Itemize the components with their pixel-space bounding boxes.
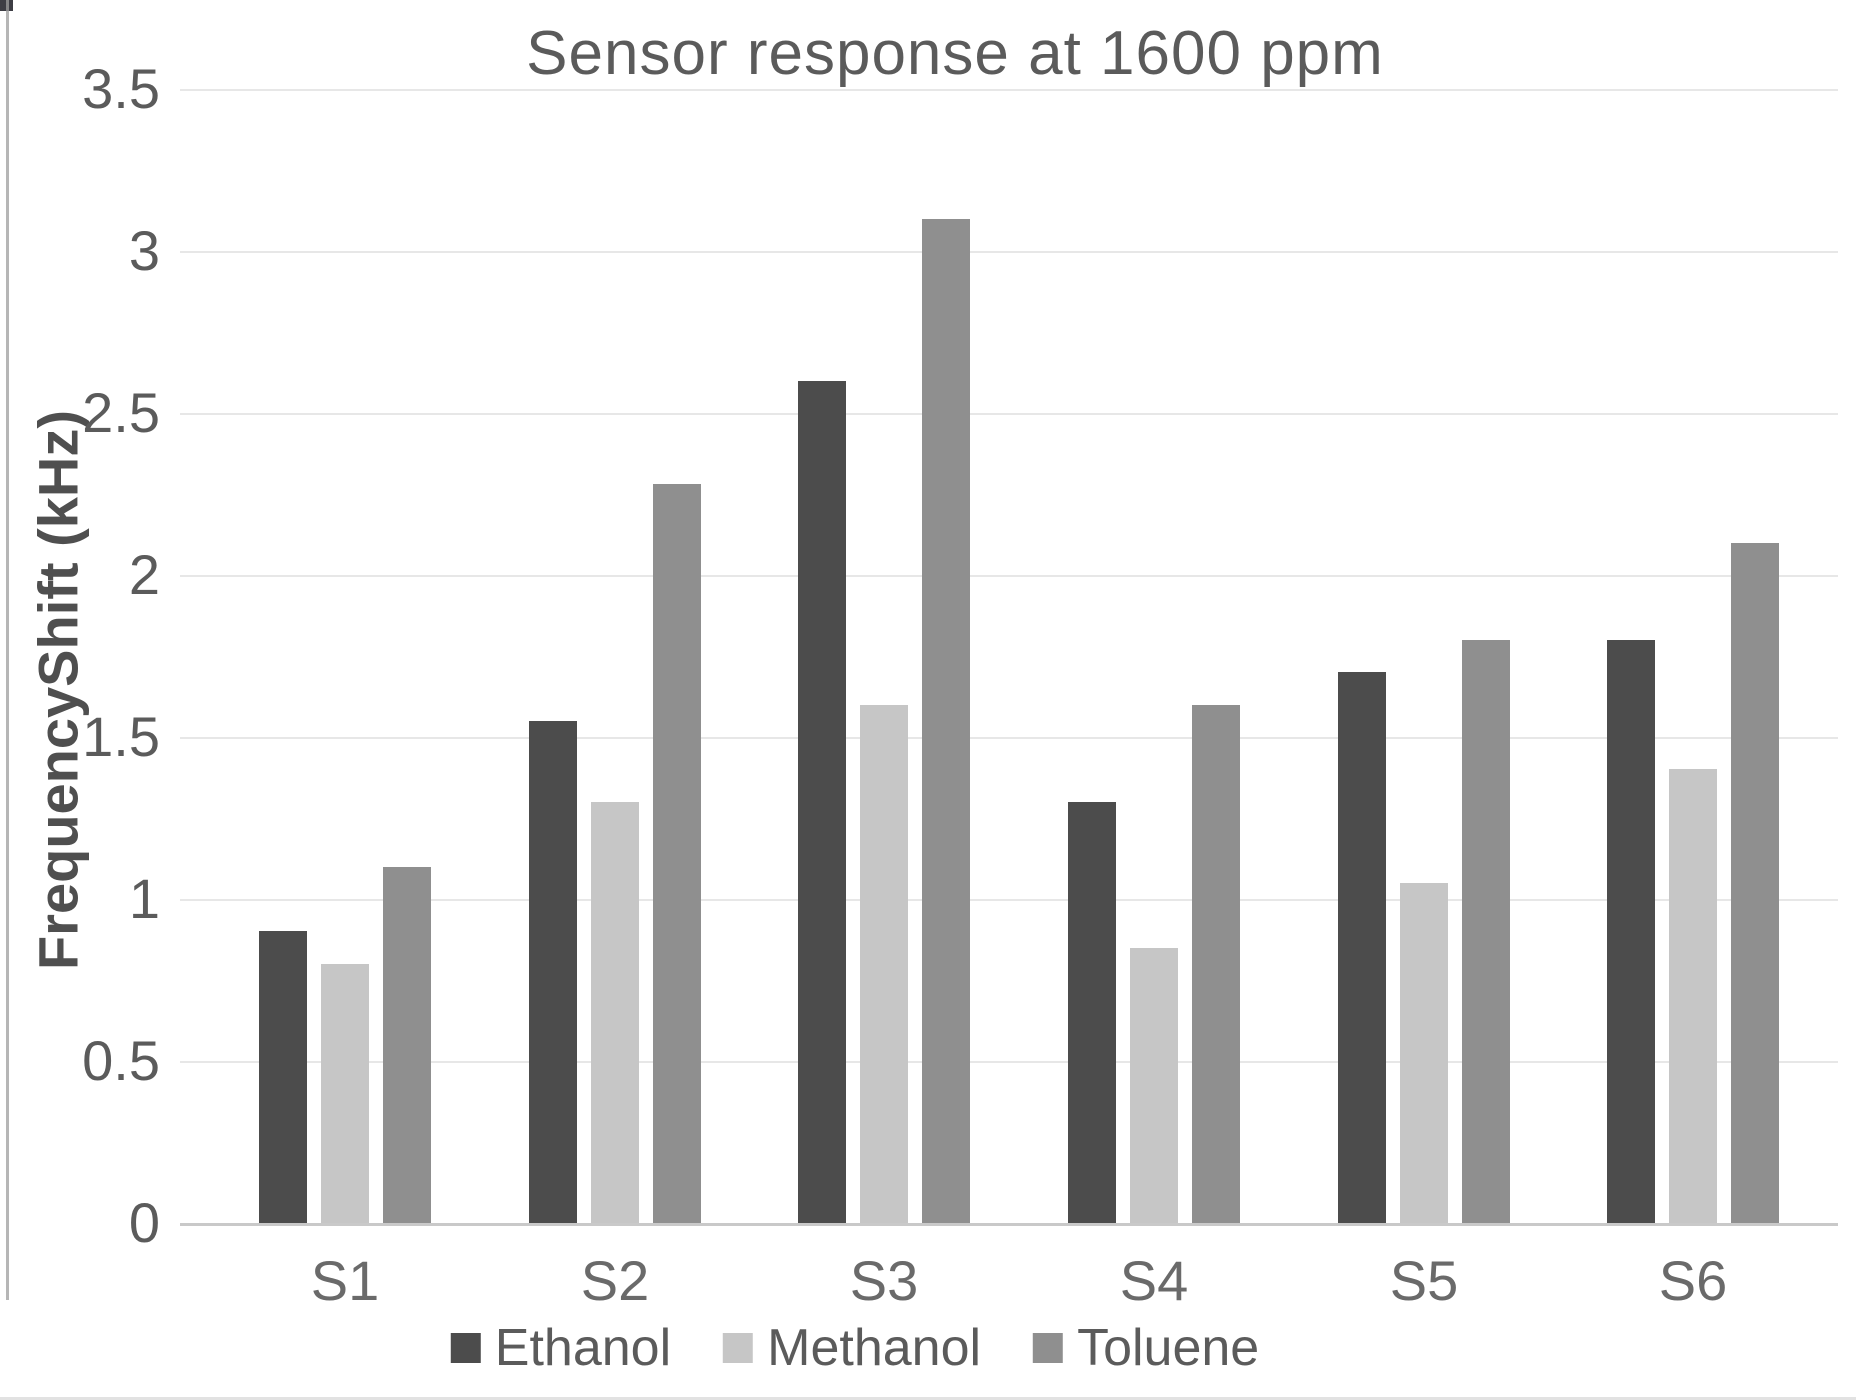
bar-group-s3 — [749, 89, 1019, 1223]
bars-layer — [210, 89, 1828, 1223]
bar-toluene-s5 — [1462, 640, 1510, 1223]
legend: Ethanol Methanol Toluene — [450, 1318, 1259, 1378]
chart-title: Sensor response at 1600 ppm — [526, 19, 1384, 88]
y-tick-label: 2 — [128, 543, 160, 606]
legend-item-ethanol: Ethanol — [450, 1318, 672, 1378]
gridline — [180, 575, 1838, 577]
legend-label-methanol: Methanol — [767, 1319, 982, 1377]
bar-methanol-s3 — [860, 705, 908, 1223]
y-tick-label: 1.5 — [82, 705, 160, 768]
y-tick-label: 2.5 — [82, 381, 160, 444]
legend-label-toluene: Toluene — [1077, 1319, 1260, 1377]
bar-group-s6 — [1558, 89, 1828, 1223]
bar-ethanol-s4 — [1068, 802, 1116, 1223]
x-axis-line — [180, 1223, 1838, 1226]
x-tick-label-s4: S4 — [1119, 1249, 1189, 1312]
y-tick-label: 3 — [128, 219, 160, 282]
bar-group-s1 — [210, 89, 480, 1223]
screenshot-artifact-bottom-edge — [0, 1397, 1856, 1400]
y-tick-label: 0 — [128, 1191, 160, 1254]
bar-toluene-s4 — [1192, 705, 1240, 1223]
y-tick-label: 0.5 — [82, 1029, 160, 1092]
bar-toluene-s6 — [1731, 543, 1779, 1223]
screenshot-artifact-left-edge — [6, 0, 9, 1300]
x-tick-label-s5: S5 — [1389, 1249, 1459, 1312]
y-tick-label: 1 — [128, 867, 160, 930]
bar-group-s4 — [1019, 89, 1289, 1223]
bar-methanol-s4 — [1130, 948, 1178, 1223]
legend-label-ethanol: Ethanol — [494, 1319, 672, 1377]
bar-ethanol-s3 — [798, 381, 846, 1223]
bar-toluene-s2 — [653, 484, 701, 1223]
legend-swatch-toluene — [1033, 1333, 1064, 1363]
bar-methanol-s5 — [1400, 883, 1448, 1223]
bar-methanol-s1 — [321, 964, 369, 1223]
x-tick-label-s6: S6 — [1658, 1249, 1728, 1312]
x-tick-label-s3: S3 — [849, 1249, 919, 1312]
bar-group-s5 — [1289, 89, 1559, 1223]
bar-ethanol-s6 — [1607, 640, 1655, 1223]
y-tick-label: 3.5 — [82, 57, 160, 120]
legend-item-methanol: Methanol — [723, 1318, 981, 1378]
gridline — [180, 413, 1838, 415]
plot-area — [180, 89, 1838, 1226]
legend-item-toluene: Toluene — [1033, 1318, 1259, 1378]
bar-toluene-s1 — [383, 867, 431, 1223]
gridline — [180, 89, 1838, 91]
gridline — [180, 1061, 1838, 1063]
bar-ethanol-s1 — [259, 931, 307, 1223]
bar-ethanol-s2 — [529, 721, 577, 1223]
x-tick-label-s1: S1 — [310, 1249, 380, 1312]
x-tick-label-s2: S2 — [580, 1249, 650, 1312]
gridline — [180, 251, 1838, 253]
bar-methanol-s2 — [591, 802, 639, 1223]
bar-ethanol-s5 — [1338, 672, 1386, 1223]
legend-swatch-ethanol — [450, 1333, 481, 1363]
gridline — [180, 737, 1838, 739]
bar-methanol-s6 — [1669, 769, 1717, 1223]
gridline — [180, 899, 1838, 901]
bar-group-s2 — [480, 89, 750, 1223]
bar-toluene-s3 — [922, 219, 970, 1223]
legend-swatch-methanol — [723, 1333, 754, 1363]
